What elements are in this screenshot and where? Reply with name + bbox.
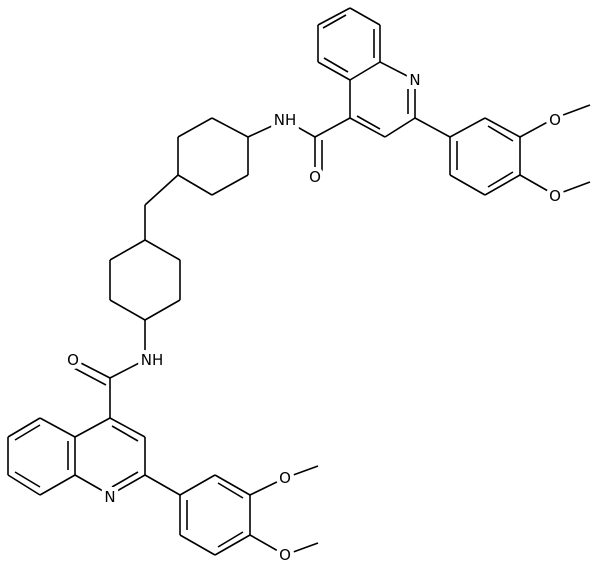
atom-labels: N NH O O O NH O N O O — [63, 67, 565, 568]
atom-label: N — [409, 71, 420, 89]
atom-label: N — [104, 488, 115, 506]
atom-label: NH — [274, 111, 297, 129]
atom-label: O — [549, 111, 561, 129]
atom-label: O — [67, 351, 79, 369]
atom-label: O — [549, 187, 561, 205]
atom-label: O — [279, 546, 291, 564]
atom-label: NH — [141, 351, 164, 369]
atom-label: O — [309, 168, 321, 186]
atom-label: O — [279, 469, 291, 487]
bonds — [7, 7, 591, 556]
